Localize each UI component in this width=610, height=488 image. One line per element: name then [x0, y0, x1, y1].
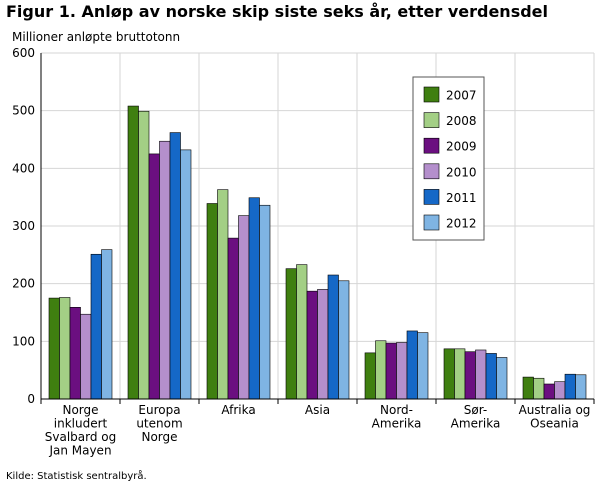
- bar-2010-cat2: [238, 215, 250, 400]
- bar-2008-cat1: [138, 110, 150, 400]
- bar-2009-cat6: [543, 383, 555, 400]
- y-tick-label: 300: [12, 219, 35, 233]
- legend-swatch-2007: [423, 86, 440, 103]
- bar-2009-cat0: [69, 307, 81, 400]
- bar-2011-cat5: [485, 353, 497, 400]
- bar-2007-cat1: [127, 105, 139, 400]
- y-tick-label: 200: [12, 277, 35, 291]
- legend-swatch-2012: [423, 214, 440, 231]
- x-tick-label: Nord-Amerika: [372, 403, 422, 431]
- bar-2010-cat1: [159, 140, 171, 400]
- x-tick-label: Asia: [305, 403, 330, 417]
- bar-2011-cat4: [406, 330, 418, 400]
- bar-2010-cat0: [80, 313, 92, 400]
- bar-2012-cat2: [259, 204, 271, 400]
- legend-label-2012: 2012: [446, 217, 477, 231]
- bar-2011-cat2: [248, 197, 260, 400]
- bar-2007-cat4: [364, 352, 376, 400]
- legend-label-2008: 2008: [446, 114, 477, 128]
- bar-2007-cat5: [443, 348, 455, 400]
- bar-2012-cat4: [417, 332, 429, 400]
- bar-2008-cat2: [217, 189, 229, 400]
- legend-label-2007: 2007: [446, 89, 477, 103]
- bar-2007-cat0: [48, 297, 60, 400]
- bar-2010-cat5: [475, 349, 487, 400]
- chart-title: Figur 1. Anløp av norske skip siste seks…: [6, 2, 549, 21]
- x-tick-label: Afrika: [221, 403, 255, 417]
- x-tick-label: Sør-Amerika: [451, 403, 501, 431]
- bar-2007-cat6: [522, 376, 534, 400]
- legend-label-2011: 2011: [446, 191, 477, 205]
- bar-2011-cat6: [564, 373, 576, 400]
- legend: 2007 2008 2009 2010 2011 2012: [412, 76, 485, 241]
- bar-2008-cat0: [59, 297, 71, 400]
- bar-2009-cat5: [464, 351, 476, 400]
- bar-2009-cat1: [148, 153, 160, 400]
- bar-2012-cat1: [180, 149, 192, 400]
- legend-swatch-2010: [423, 163, 440, 180]
- bar-2010-cat6: [554, 381, 566, 400]
- bar-2012-cat6: [575, 374, 587, 400]
- bar-2009-cat2: [227, 237, 239, 400]
- y-tick-label: 0: [27, 392, 35, 406]
- bars: [48, 105, 587, 400]
- x-tick-label: Europa utenom Norge: [136, 403, 182, 444]
- bar-2007-cat3: [285, 268, 297, 400]
- bar-2007-cat2: [206, 203, 218, 400]
- y-tick-label: 500: [12, 104, 35, 118]
- bar-2008-cat5: [454, 348, 466, 400]
- legend-swatch-2011: [423, 189, 440, 205]
- y-tick-label: 600: [12, 46, 35, 60]
- bar-2010-cat3: [317, 289, 329, 400]
- legend-label-2010: 2010: [446, 165, 477, 179]
- x-tick-label: Australia og Oseania: [519, 403, 591, 431]
- y-axis-label: Millioner anløpte bruttotonn: [12, 30, 181, 44]
- bar-2009-cat3: [306, 290, 318, 400]
- axes: 0 100 200 300 400 500 600 Norge inkludert Svalbar…: [12, 46, 595, 458]
- legend-box: [412, 76, 485, 241]
- x-tick-label: Norge inkludert Svalbard og Jan Mayen: [45, 403, 117, 458]
- legend-swatch-2009: [423, 137, 440, 154]
- y-tick-label: 400: [12, 161, 35, 175]
- legend-label-2009: 2009: [446, 140, 477, 154]
- bar-2012-cat5: [496, 357, 508, 400]
- legend-swatch-2008: [423, 112, 440, 128]
- bar-2012-cat3: [338, 280, 350, 400]
- bar-2011-cat0: [90, 253, 102, 400]
- bar-2008-cat6: [533, 377, 545, 400]
- bar-2008-cat4: [375, 340, 387, 400]
- bar-2012-cat0: [101, 249, 113, 400]
- y-tick-label: 100: [12, 334, 35, 348]
- bar-2009-cat4: [385, 342, 397, 400]
- bar-2008-cat3: [296, 264, 308, 400]
- source-note: Kilde: Statistisk sentralbyrå.: [6, 471, 147, 482]
- bar-2011-cat3: [327, 274, 339, 400]
- bar-2010-cat4: [396, 342, 408, 400]
- bar-2011-cat1: [169, 132, 181, 400]
